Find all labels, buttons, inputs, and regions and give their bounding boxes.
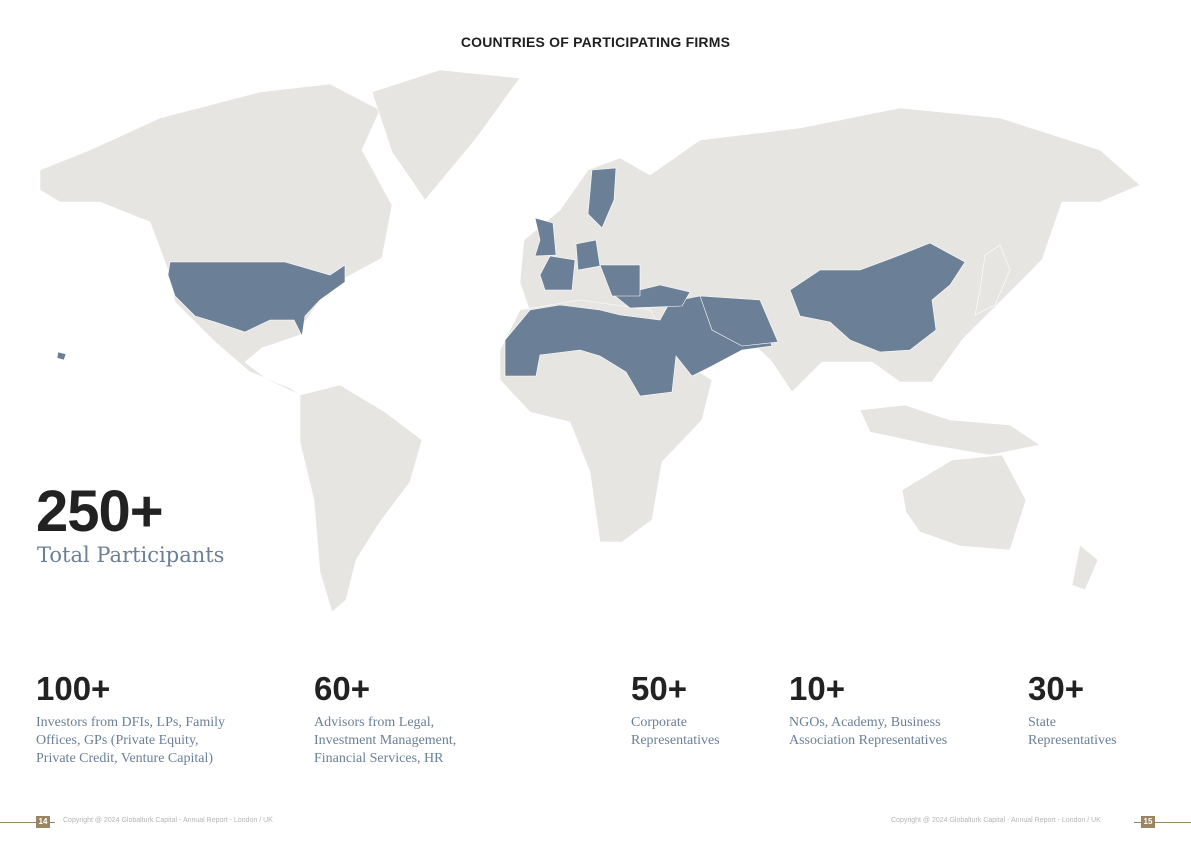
stat-desc: Private Credit, Venture Capital) — [36, 751, 214, 766]
page-title: COUNTRIES OF PARTICIPATING FIRMS — [460, 34, 731, 50]
copyright-right: Copyright @ 2024 Globalturk Capital - An… — [891, 817, 1101, 824]
highlighted-china — [789, 242, 966, 353]
stat-desc: Representatives — [1028, 733, 1117, 748]
stat-desc: Advisors from Legal, — [314, 715, 435, 730]
north-america — [39, 83, 393, 396]
stat-value: 60+ — [314, 670, 370, 707]
page-number-left: 14 — [36, 816, 50, 828]
stat-desc: Investors from DFIs, LPs, Family — [36, 715, 225, 730]
world-map — [39, 69, 1141, 613]
total-participants-label: Total Participants — [37, 543, 225, 567]
highlighted-germany — [575, 239, 601, 271]
stat-investors: 100+ Investors from DFIs, LPs, Family Off… — [36, 670, 225, 768]
highlighted-iran-pakistan — [699, 295, 779, 347]
highlighted-sweden — [587, 167, 617, 229]
highlighted-balkans — [599, 264, 641, 297]
highlighted-uk — [534, 217, 557, 257]
stat-desc: Corporate — [631, 715, 687, 730]
stat-desc: Offices, GPs (Private Equity, — [36, 733, 199, 748]
south-america — [299, 384, 423, 613]
stat-ngos: 10+ NGOs, Academy, Business Association R… — [789, 670, 947, 750]
stat-desc: State — [1028, 715, 1056, 730]
highlighted-mena — [504, 295, 773, 397]
stat-desc: Investment Management, — [314, 733, 457, 748]
footer-rule — [1155, 822, 1191, 823]
footer-rule — [50, 822, 55, 823]
stat-desc: Financial Services, HR — [314, 751, 444, 766]
stat-state: 30+ State Representatives — [1028, 670, 1117, 750]
total-participants-value: 250+ — [36, 479, 164, 544]
footer-rule — [1134, 822, 1141, 823]
footer-rule — [0, 822, 36, 823]
stat-advisors: 60+ Advisors from Legal, Investment Manag… — [314, 670, 456, 768]
stat-value: 100+ — [36, 670, 111, 707]
page-number-right: 15 — [1141, 816, 1155, 828]
stat-desc: Association Representatives — [789, 733, 948, 748]
stat-value: 10+ — [789, 670, 845, 707]
stat-value: 50+ — [631, 670, 687, 707]
australia — [901, 454, 1027, 551]
stat-value: 30+ — [1028, 670, 1084, 707]
indonesia — [859, 404, 1041, 456]
stat-desc: Representatives — [631, 733, 720, 748]
stat-desc: NGOs, Academy, Business — [789, 715, 941, 730]
highlighted-hawaii — [56, 351, 67, 361]
highlighted-turkey — [614, 284, 691, 309]
highlighted-france — [539, 255, 576, 291]
stat-corporate: 50+ Corporate Representatives — [631, 670, 720, 750]
copyright-left: Copyright @ 2024 Globalturk Capital - An… — [63, 817, 273, 824]
greenland — [371, 69, 521, 201]
highlighted-usa — [167, 261, 346, 337]
new-zealand — [1071, 544, 1099, 591]
japan — [974, 244, 1011, 316]
